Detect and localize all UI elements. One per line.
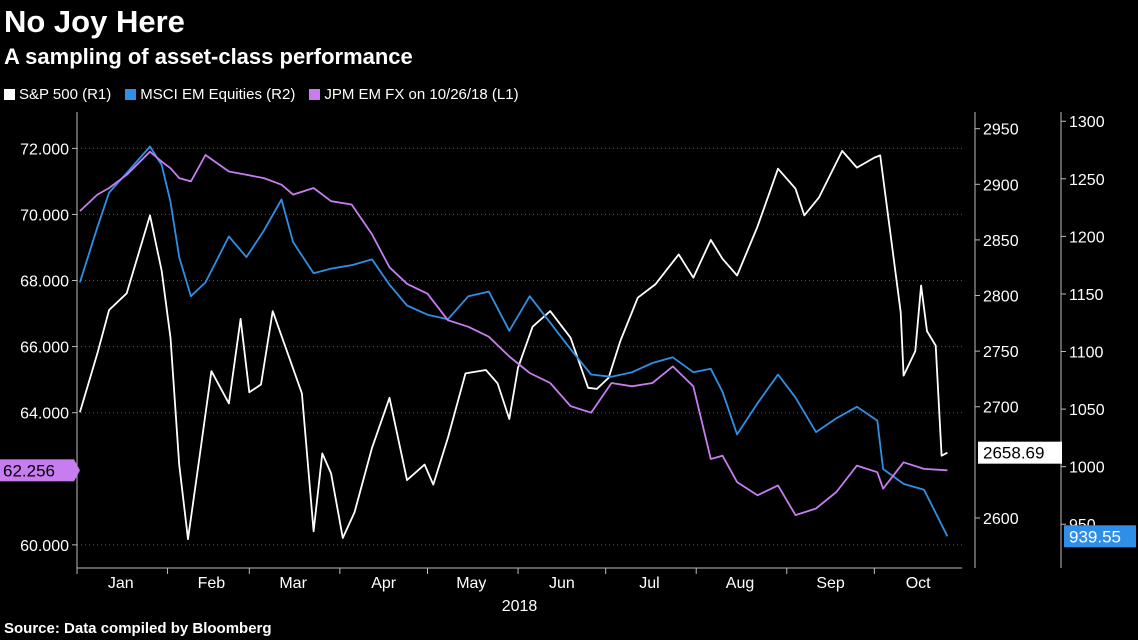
right2-axis-tick-label-2: 1050 bbox=[1069, 402, 1105, 419]
last-value-label-msci: 939.55 bbox=[1069, 527, 1121, 546]
last-value-label-sp500: 2658.69 bbox=[983, 444, 1044, 463]
legend-label-fx: JPM EM FX on 10/26/18 (L1) bbox=[324, 86, 519, 103]
x-axis-tick-label-2: Mar bbox=[279, 575, 307, 592]
legend-item-sp500: S&P 500 (R1) bbox=[4, 86, 111, 103]
right2-axis-tick-label-5: 1200 bbox=[1069, 229, 1105, 246]
x-axis-tick-label-4: May bbox=[456, 575, 486, 592]
x-axis-tick-label-7: Aug bbox=[726, 575, 754, 592]
x-axis-tick-label-5: Jun bbox=[549, 575, 575, 592]
x-axis-tick-label-0: Jan bbox=[108, 575, 134, 592]
source-note: Source: Data compiled by Bloomberg bbox=[4, 620, 272, 637]
last-value-box-sp500 bbox=[978, 441, 1062, 464]
legend-label-msci: MSCI EM Equities (R2) bbox=[140, 86, 296, 103]
legend: S&P 500 (R1) MSCI EM Equities (R2) JPM E… bbox=[4, 86, 519, 103]
right2-axis-tick-label-1: 1000 bbox=[1069, 460, 1105, 477]
legend-swatch-sp500 bbox=[4, 89, 15, 100]
series-line-msci bbox=[79, 145, 949, 537]
left-axis-tick-label-4: 70.000 bbox=[20, 207, 69, 224]
right1-axis-tick-label-6: 2950 bbox=[983, 122, 1019, 139]
right1-axis-tick-label-5: 2900 bbox=[983, 177, 1019, 194]
x-axis-tick-label-6: Jul bbox=[639, 575, 659, 592]
right2-axis-tick-label-6: 1250 bbox=[1069, 172, 1105, 189]
x-axis-tick-label-3: Apr bbox=[371, 575, 397, 592]
legend-item-msci: MSCI EM Equities (R2) bbox=[125, 86, 295, 103]
right1-axis-tick-label-0: 2600 bbox=[983, 511, 1019, 528]
legend-swatch-msci bbox=[125, 89, 137, 100]
left-axis-tick-label-5: 72.000 bbox=[20, 141, 69, 158]
x-axis-tick-label-9: Oct bbox=[906, 575, 931, 592]
left-axis-tick-label-2: 66.000 bbox=[20, 340, 69, 357]
legend-swatch-fx bbox=[309, 89, 321, 100]
right1-axis-tick-label-1: 2700 bbox=[983, 400, 1019, 417]
chart-subtitle: A sampling of asset-class performance bbox=[4, 44, 413, 69]
legend-item-fx: JPM EM FX on 10/26/18 (L1) bbox=[309, 86, 519, 103]
x-axis-tick-label-8: Sep bbox=[816, 575, 845, 592]
last-value-box-fx bbox=[0, 459, 74, 482]
right1-axis-tick-label-3: 2800 bbox=[983, 289, 1019, 306]
left-axis-tick-label-1: 64.000 bbox=[20, 406, 69, 423]
last-value-label-fx: 62.256 bbox=[3, 461, 55, 480]
series-line-sp500 bbox=[79, 149, 948, 540]
right1-axis-tick-label-2: 2750 bbox=[983, 344, 1019, 361]
last-value-pointer-fx bbox=[74, 459, 80, 482]
chart-title: No Joy Here bbox=[4, 4, 185, 39]
x-axis-label: 2018 bbox=[502, 598, 538, 615]
right2-axis-tick-label-3: 1100 bbox=[1069, 345, 1104, 362]
right1-axis-tick-label-4: 2850 bbox=[983, 233, 1019, 250]
left-axis-tick-label-0: 60.000 bbox=[20, 538, 69, 555]
last-value-box-msci bbox=[1064, 525, 1136, 548]
series-line-fx bbox=[79, 150, 948, 516]
x-axis-tick-label-1: Feb bbox=[198, 575, 226, 592]
right2-axis-tick-label-4: 1150 bbox=[1069, 287, 1104, 304]
left-axis-tick-label-3: 68.000 bbox=[20, 274, 69, 291]
legend-label-sp500: S&P 500 (R1) bbox=[19, 86, 112, 103]
right2-axis-tick-label-7: 1300 bbox=[1069, 114, 1105, 131]
